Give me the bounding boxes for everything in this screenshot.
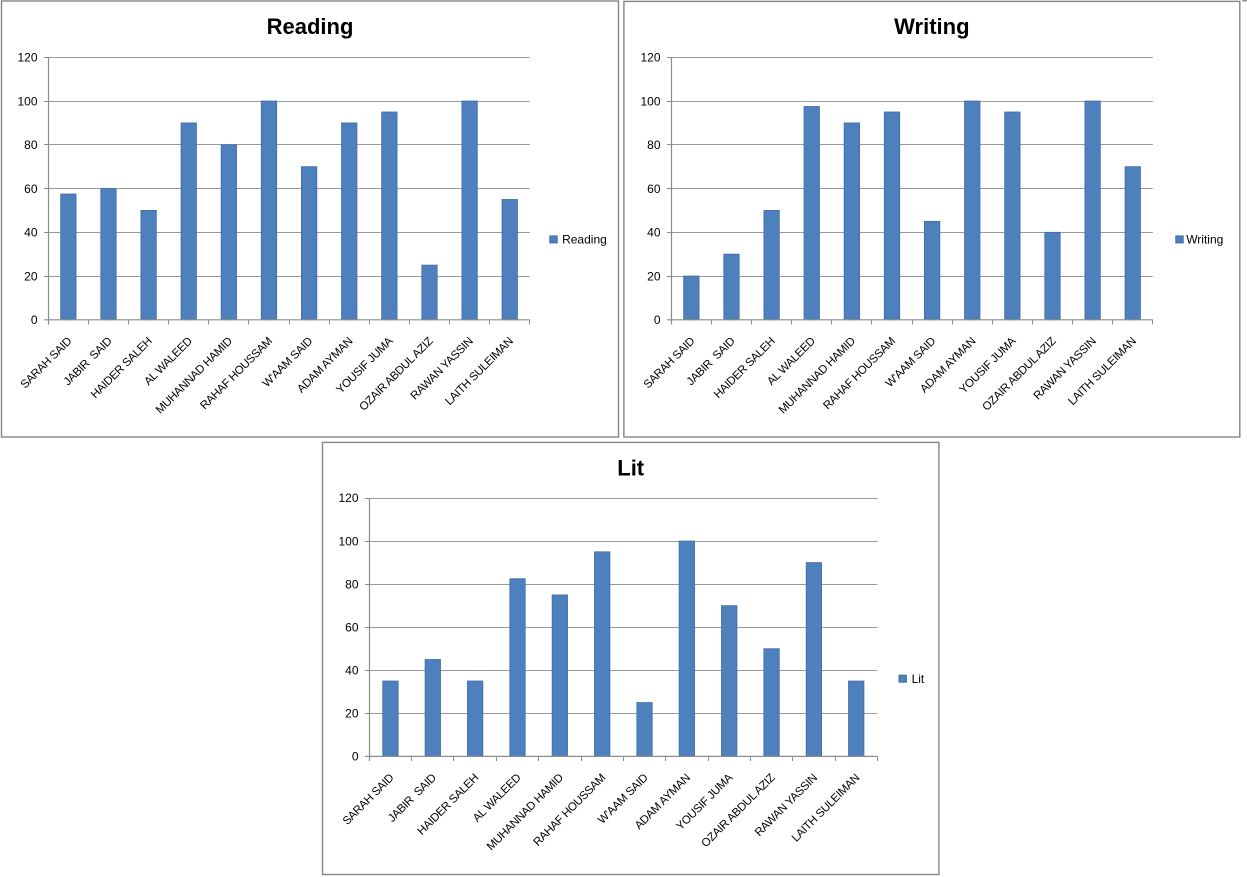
svg-text:20: 20 [24, 269, 38, 283]
svg-text:40: 40 [647, 226, 661, 240]
svg-text:Writing: Writing [894, 14, 969, 39]
svg-text:0: 0 [31, 313, 38, 327]
svg-text:Reading: Reading [267, 14, 354, 39]
svg-text:100: 100 [338, 534, 358, 548]
svg-text:Writing: Writing [1186, 232, 1223, 246]
svg-text:0: 0 [654, 313, 661, 327]
svg-text:100: 100 [17, 94, 37, 108]
svg-text:60: 60 [24, 182, 38, 196]
svg-text:20: 20 [345, 707, 359, 721]
svg-text:80: 80 [345, 577, 359, 591]
svg-text:Lit: Lit [617, 455, 645, 480]
svg-text:80: 80 [647, 138, 661, 152]
svg-text:80: 80 [24, 138, 38, 152]
svg-text:Lit: Lit [912, 672, 925, 686]
svg-text:60: 60 [647, 182, 661, 196]
svg-text:100: 100 [640, 94, 660, 108]
svg-text:40: 40 [24, 226, 38, 240]
svg-text:60: 60 [345, 620, 359, 634]
svg-text:40: 40 [345, 663, 359, 677]
svg-text:Reading: Reading [562, 232, 607, 246]
svg-text:20: 20 [647, 269, 661, 283]
svg-text:0: 0 [352, 750, 359, 764]
svg-text:120: 120 [338, 491, 358, 505]
svg-text:120: 120 [640, 51, 660, 65]
svg-text:120: 120 [17, 51, 37, 65]
